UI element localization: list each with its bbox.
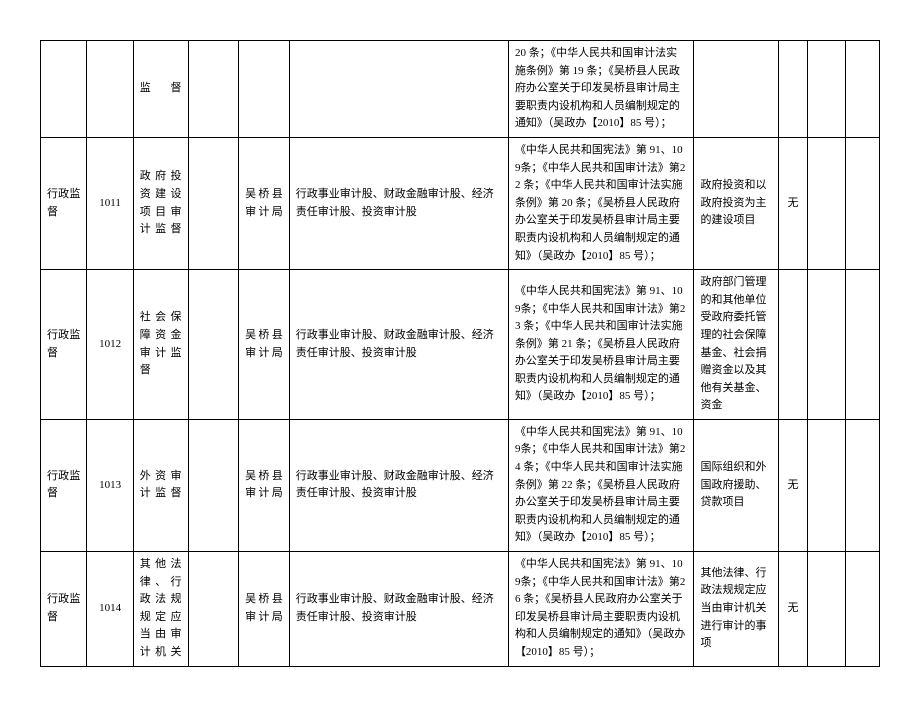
cell-office: 行政事业审计股、财政金融审计股、经济责任审计股、投资审计股 — [289, 419, 508, 551]
cell-basis: 《中华人民共和国宪法》第 91、109条；《中华人民共和国审计法》第23 条；《… — [508, 270, 694, 420]
cell-dept: 吴桥县审计局 — [239, 552, 290, 667]
cell-code: 1014 — [87, 552, 133, 667]
table-row: 监督 20 条；《中华人民共和国审计法实施条例》第 19 条；《吴桥县人民政府办… — [41, 41, 880, 138]
cell-category — [41, 41, 87, 138]
cell-category: 行政监督 — [41, 270, 87, 420]
cell-office: 行政事业审计股、财政金融审计股、经济责任审计股、投资审计股 — [289, 552, 508, 667]
cell-item-name: 社会保障资金审计监督 — [133, 270, 188, 420]
table-row: 行政监督 1014 其他法律、行政法规规定应当由审计机关 吴桥县审计局 行政事业… — [41, 552, 880, 667]
cell-fee — [778, 41, 808, 138]
cell-blank1 — [188, 419, 239, 551]
cell-dept — [239, 41, 290, 138]
cell-blank3 — [846, 419, 880, 551]
cell-blank2 — [808, 419, 846, 551]
table-body: 监督 20 条；《中华人民共和国审计法实施条例》第 19 条；《吴桥县人民政府办… — [41, 41, 880, 667]
cell-blank2 — [808, 552, 846, 667]
cell-code — [87, 41, 133, 138]
cell-fee: 无 — [778, 419, 808, 551]
table-row: 行政监督 1011 政府投资建设项目审计监督 吴桥县审计局 行政事业审计股、财政… — [41, 137, 880, 269]
cell-blank2 — [808, 41, 846, 138]
cell-code: 1013 — [87, 419, 133, 551]
cell-item-name: 其他法律、行政法规规定应当由审计机关 — [133, 552, 188, 667]
cell-office — [289, 41, 508, 138]
cell-object: 政府部门管理的和其他单位受政府委托管理的社会保障基金、社会捐赠资金以及其他有关基… — [694, 270, 778, 420]
cell-object: 其他法律、行政法规规定应当由审计机关进行审计的事项 — [694, 552, 778, 667]
cell-code: 1011 — [87, 137, 133, 269]
cell-blank2 — [808, 270, 846, 420]
cell-dept: 吴桥县审计局 — [239, 137, 290, 269]
cell-fee — [778, 270, 808, 420]
cell-basis: 《中华人民共和国宪法》第 91、109条；《中华人民共和国审计法》第26 条；《… — [508, 552, 694, 667]
table-row: 行政监督 1012 社会保障资金审计监督 吴桥县审计局 行政事业审计股、财政金融… — [41, 270, 880, 420]
cell-blank3 — [846, 552, 880, 667]
cell-item-name: 外资审计监督 — [133, 419, 188, 551]
cell-blank1 — [188, 270, 239, 420]
cell-blank3 — [846, 270, 880, 420]
cell-item-name: 政府投资建设项目审计监督 — [133, 137, 188, 269]
cell-category: 行政监督 — [41, 552, 87, 667]
cell-office: 行政事业审计股、财政金融审计股、经济责任审计股、投资审计股 — [289, 270, 508, 420]
cell-object — [694, 41, 778, 138]
cell-dept: 吴桥县审计局 — [239, 270, 290, 420]
cell-object: 国际组织和外国政府援助、贷款项目 — [694, 419, 778, 551]
cell-fee: 无 — [778, 137, 808, 269]
cell-basis: 20 条；《中华人民共和国审计法实施条例》第 19 条；《吴桥县人民政府办公室关… — [508, 41, 694, 138]
cell-fee: 无 — [778, 552, 808, 667]
cell-blank1 — [188, 552, 239, 667]
cell-blank2 — [808, 137, 846, 269]
cell-blank3 — [846, 137, 880, 269]
cell-category: 行政监督 — [41, 137, 87, 269]
cell-basis: 《中华人民共和国宪法》第 91、109条；《中华人民共和国审计法》第22 条；《… — [508, 137, 694, 269]
cell-office: 行政事业审计股、财政金融审计股、经济责任审计股、投资审计股 — [289, 137, 508, 269]
cell-code: 1012 — [87, 270, 133, 420]
cell-object: 政府投资和以政府投资为主的建设项目 — [694, 137, 778, 269]
cell-blank1 — [188, 41, 239, 138]
audit-table: 监督 20 条；《中华人民共和国审计法实施条例》第 19 条；《吴桥县人民政府办… — [40, 40, 880, 667]
cell-category: 行政监督 — [41, 419, 87, 551]
cell-dept: 吴桥县审计局 — [239, 419, 290, 551]
table-row: 行政监督 1013 外资审计监督 吴桥县审计局 行政事业审计股、财政金融审计股、… — [41, 419, 880, 551]
cell-blank3 — [846, 41, 880, 138]
cell-blank1 — [188, 137, 239, 269]
cell-item-name: 监督 — [133, 41, 188, 138]
cell-basis: 《中华人民共和国宪法》第 91、109条；《中华人民共和国审计法》第24 条；《… — [508, 419, 694, 551]
